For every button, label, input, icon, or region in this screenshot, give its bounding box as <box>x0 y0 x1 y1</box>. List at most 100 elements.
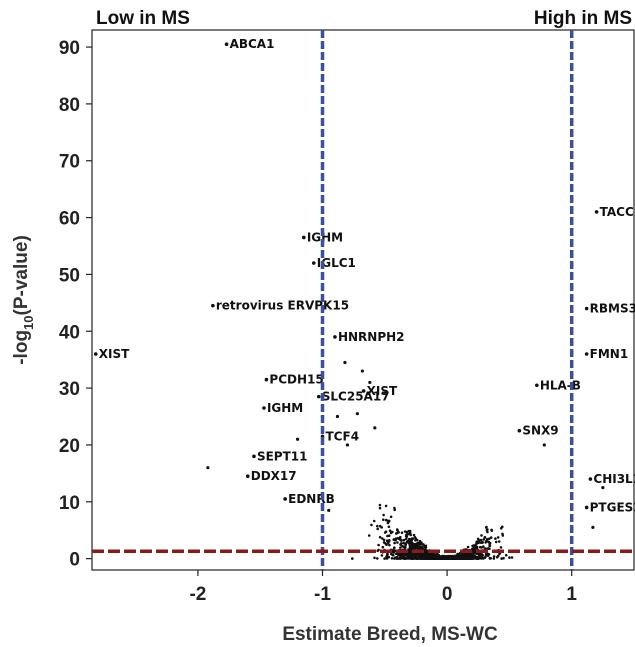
data-point <box>501 534 505 537</box>
data-point <box>471 544 474 548</box>
data-point <box>415 542 418 546</box>
y-axis-title-main: -log <box>11 330 32 365</box>
data-point <box>398 557 402 560</box>
data-point <box>508 556 511 559</box>
data-point <box>456 556 460 560</box>
gene-label: IGHM <box>307 230 343 244</box>
data-point <box>417 553 420 557</box>
data-point <box>492 555 496 558</box>
data-point <box>444 557 447 560</box>
data-point <box>459 557 463 560</box>
data-point <box>402 538 406 542</box>
gene-point <box>316 394 321 399</box>
gene-label: RBMS3 <box>590 302 635 316</box>
data-point <box>485 553 489 557</box>
gene-label: SNX9 <box>522 424 558 438</box>
data-point <box>385 557 389 560</box>
data-point <box>409 542 413 545</box>
x-tick-label: 1 <box>566 584 577 605</box>
y-tick-label: 60 <box>59 209 80 230</box>
data-point <box>498 552 501 556</box>
data-point <box>476 552 480 556</box>
data-point <box>376 527 380 531</box>
data-point <box>367 534 371 537</box>
gene-label: SLC25A17 <box>322 390 390 404</box>
x-tick-label: -1 <box>314 584 331 605</box>
data-point <box>392 538 396 541</box>
data-point <box>397 537 401 540</box>
data-point <box>490 529 494 532</box>
data-point <box>405 553 409 557</box>
data-point <box>486 528 489 531</box>
data-point <box>343 360 347 365</box>
data-point <box>486 530 489 534</box>
data-point <box>489 557 493 560</box>
data-point <box>466 545 470 549</box>
data-point <box>414 539 417 542</box>
data-point <box>373 426 377 430</box>
data-point <box>389 531 393 535</box>
y-tick-label: 20 <box>59 436 80 457</box>
y-tick-label: 80 <box>59 95 80 116</box>
data-point <box>412 543 416 546</box>
data-point <box>351 557 354 560</box>
data-point <box>408 552 411 555</box>
data-point <box>389 515 393 519</box>
gene-point <box>584 306 589 311</box>
data-point <box>408 538 411 541</box>
data-point <box>473 551 476 555</box>
data-point <box>484 526 488 529</box>
data-point <box>453 554 456 558</box>
data-point <box>381 537 384 540</box>
x-axis: -2 -1 0 1 <box>189 570 577 605</box>
data-point <box>482 538 486 541</box>
data-point <box>446 557 450 560</box>
data-point <box>428 557 431 560</box>
threshold-lines <box>92 30 634 570</box>
data-point <box>407 529 411 533</box>
labeled-points: ABCA1 TACC1 IGHM IGLC1 retrovirus ERVPK15 RBM… <box>93 37 635 514</box>
data-point <box>397 553 401 556</box>
data-point <box>368 380 372 385</box>
gene-point <box>262 406 266 410</box>
y-axis-title-subscript: 10 <box>21 315 36 329</box>
data-point <box>479 545 482 549</box>
data-point <box>403 530 407 533</box>
data-point <box>383 557 386 560</box>
data-point <box>378 535 382 539</box>
data-point <box>345 443 350 447</box>
data-point <box>415 545 419 549</box>
data-point <box>401 544 404 548</box>
data-point <box>393 541 396 545</box>
data-point <box>388 543 391 547</box>
data-point <box>421 552 425 555</box>
gene-point <box>584 352 589 356</box>
gene-label: TACC1 <box>600 205 635 219</box>
y-tick-label: 40 <box>59 322 80 343</box>
data-point <box>464 555 468 558</box>
data-point <box>385 554 389 558</box>
data-point <box>406 532 410 536</box>
x-tick-label: -2 <box>189 584 206 605</box>
y-tick-label: 10 <box>59 493 80 514</box>
gene-point <box>245 474 250 479</box>
data-point <box>475 545 479 549</box>
gene-label: HNRNPH2 <box>338 330 405 344</box>
data-point <box>403 557 406 560</box>
data-point <box>480 534 483 537</box>
plot-area <box>91 29 635 571</box>
data-point <box>376 524 379 528</box>
data-point <box>494 540 498 544</box>
data-point <box>413 535 417 539</box>
y-axis: 0 10 20 30 40 50 60 70 80 90 <box>59 38 92 571</box>
gene-point <box>333 335 337 339</box>
y-tick-label: 30 <box>59 379 80 400</box>
data-point <box>380 526 384 529</box>
data-point <box>378 506 382 510</box>
gene-label: DDX17 <box>251 469 297 483</box>
gene-point <box>211 303 215 308</box>
gene-point <box>283 497 287 501</box>
data-point <box>410 557 414 560</box>
data-point <box>466 554 470 557</box>
